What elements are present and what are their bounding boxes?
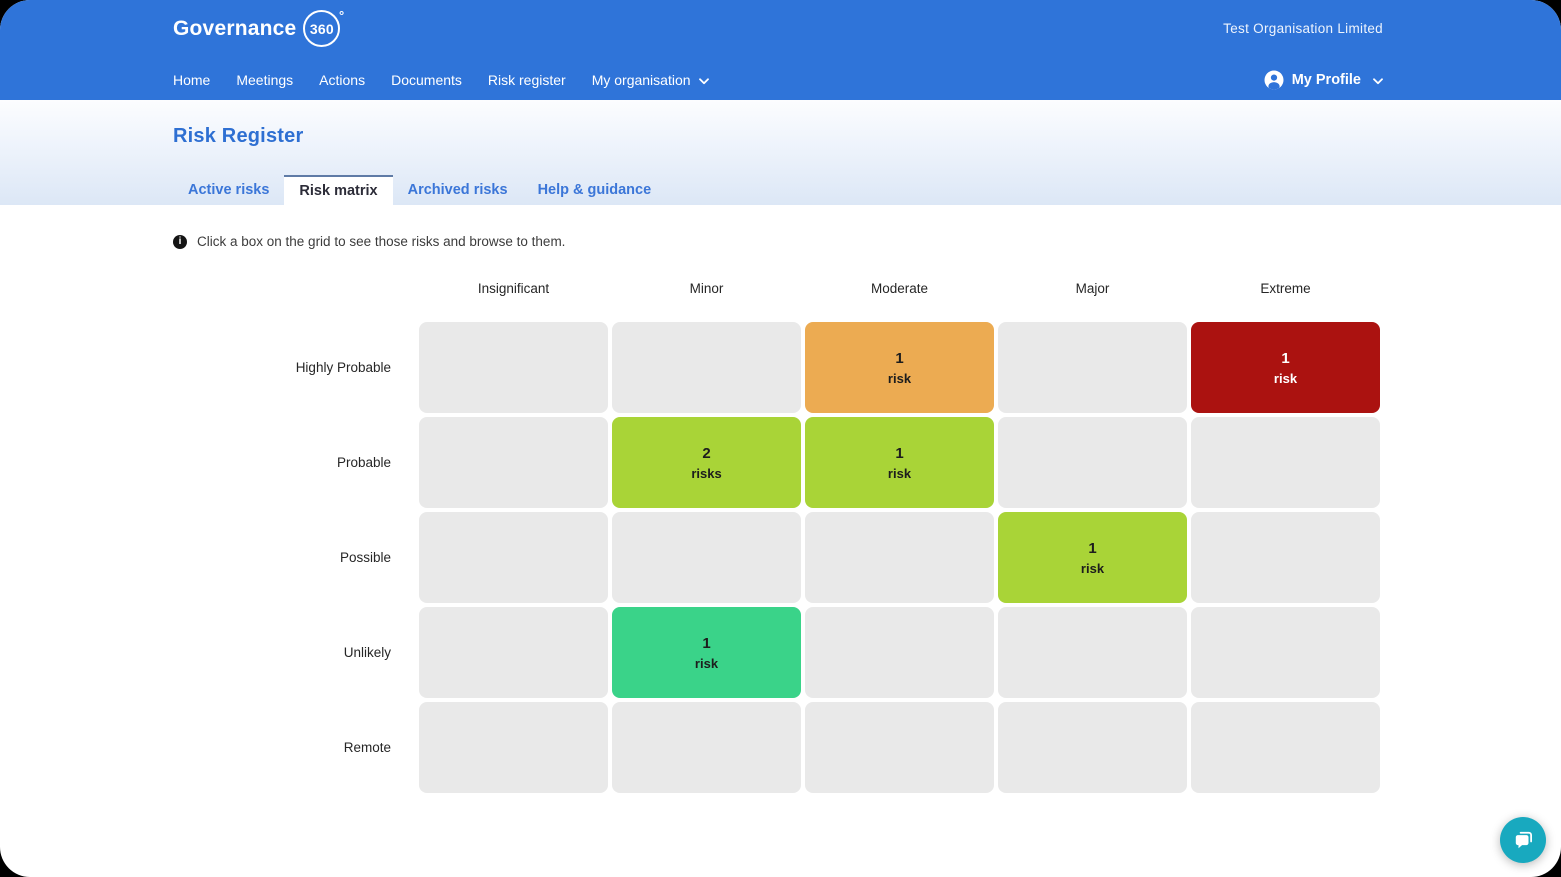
column-header-minor: Minor <box>689 281 724 296</box>
risk-count: 1 <box>1281 349 1290 367</box>
nav-item-label: My organisation <box>591 72 691 88</box>
matrix-cell-unlikely-minor[interactable]: 1 risk <box>612 607 801 698</box>
nav-item-risk-register[interactable]: Risk register <box>488 72 566 88</box>
column-header-major: Major <box>1075 281 1110 296</box>
risk-unit-label: risks <box>691 465 722 481</box>
matrix-cell-probable-major[interactable] <box>998 417 1187 508</box>
matrix-cell-unlikely-insignificant[interactable] <box>419 607 608 698</box>
row-label-highly-probable: Highly Probable <box>295 360 391 375</box>
column-header-moderate: Moderate <box>870 281 929 296</box>
tab-help-guidance[interactable]: Help & guidance <box>537 182 652 198</box>
risk-count: 2 <box>702 444 711 462</box>
nav-item-meetings[interactable]: Meetings <box>236 72 293 88</box>
risk-unit-label: risk <box>887 370 912 386</box>
risk-count: 1 <box>1088 539 1097 557</box>
row-label-unlikely: Unlikely <box>343 645 391 660</box>
matrix-cell-remote-insignificant[interactable] <box>419 702 608 793</box>
column-header-insignificant: Insignificant <box>477 281 550 296</box>
nav-item-label: Documents <box>391 72 462 88</box>
tab-active-risks[interactable]: Active risks <box>188 182 270 198</box>
brand-logo[interactable]: Governance 360 ° <box>173 8 344 47</box>
nav-item-label: Actions <box>319 72 366 88</box>
matrix-cell-highly-probable-major[interactable] <box>998 322 1187 413</box>
matrix-cell-highly-probable-extreme[interactable]: 1 risk <box>1191 322 1380 413</box>
risk-unit-label: risk <box>1273 370 1298 386</box>
matrix-cell-possible-moderate[interactable] <box>805 512 994 603</box>
matrix-grid: Highly Probable 1 risk 1 risk Probable 2 risks 1… <box>173 322 1561 793</box>
organisation-name: Test Organisation Limited <box>1223 21 1383 36</box>
risk-count: 1 <box>702 634 711 652</box>
tab-archived-risks[interactable]: Archived risks <box>407 182 508 198</box>
chevron-down-icon <box>698 77 709 85</box>
page-title: Risk Register <box>173 125 304 147</box>
risk-unit-label: risk <box>1080 560 1105 576</box>
matrix-cell-probable-extreme[interactable] <box>1191 417 1380 508</box>
matrix-cell-possible-insignificant[interactable] <box>419 512 608 603</box>
tab-bar: Active risks Risk matrix Archived risks Hel… <box>173 175 666 205</box>
main-nav: Home Meetings Actions Documents Risk registe… <box>173 72 709 88</box>
matrix-cell-unlikely-moderate[interactable] <box>805 607 994 698</box>
brand-name: Governance <box>173 16 297 40</box>
row-label-probable: Probable <box>336 455 391 470</box>
column-header-extreme: Extreme <box>1260 281 1311 296</box>
nav-item-home[interactable]: Home <box>173 72 210 88</box>
info-banner: i Click a box on the grid to see those r… <box>173 234 1561 249</box>
matrix-cell-possible-major[interactable]: 1 risk <box>998 512 1187 603</box>
matrix-cell-remote-minor[interactable] <box>612 702 801 793</box>
risk-count: 1 <box>895 444 904 462</box>
tab-risk-matrix[interactable]: Risk matrix <box>284 175 393 205</box>
row-label-remote: Remote <box>343 740 391 755</box>
matrix-cell-remote-moderate[interactable] <box>805 702 994 793</box>
risk-matrix: Insignificant Minor Moderate Major Extreme H… <box>173 281 1561 793</box>
risk-unit-label: risk <box>694 655 719 671</box>
top-bar: Governance 360 ° Test Organisation Limit… <box>0 0 1561 100</box>
nav-item-my-organisation[interactable]: My organisation <box>592 72 709 88</box>
degree-mark: ° <box>338 8 345 23</box>
matrix-cell-remote-major[interactable] <box>998 702 1187 793</box>
chat-widget-button[interactable] <box>1500 817 1546 863</box>
matrix-cell-highly-probable-moderate[interactable]: 1 risk <box>805 322 994 413</box>
matrix-cell-highly-probable-minor[interactable] <box>612 322 801 413</box>
chat-bubbles-icon <box>1511 828 1536 853</box>
profile-label: My Profile <box>1291 72 1361 88</box>
matrix-cell-possible-extreme[interactable] <box>1191 512 1380 603</box>
matrix-cell-unlikely-extreme[interactable] <box>1191 607 1380 698</box>
risk-unit-label: risk <box>887 465 912 481</box>
info-text: Click a box on the grid to see those ris… <box>197 234 566 249</box>
matrix-cell-probable-minor[interactable]: 2 risks <box>612 417 801 508</box>
nav-item-label: Meetings <box>236 72 294 88</box>
brand-360-badge: 360 ° <box>303 8 344 47</box>
nav-item-actions[interactable]: Actions <box>319 72 365 88</box>
info-icon: i <box>173 234 187 249</box>
matrix-corner-spacer <box>173 281 415 296</box>
page-header: Risk Register Active risks Risk matrix Arc… <box>0 100 1561 205</box>
nav-item-label: Risk register <box>487 72 566 88</box>
nav-item-documents[interactable]: Documents <box>391 72 462 88</box>
matrix-cell-remote-extreme[interactable] <box>1191 702 1380 793</box>
matrix-cell-probable-moderate[interactable]: 1 risk <box>805 417 994 508</box>
matrix-cell-unlikely-major[interactable] <box>998 607 1187 698</box>
matrix-column-headers: Insignificant Minor Moderate Major Extreme <box>173 281 1561 296</box>
nav-item-label: Home <box>173 72 211 88</box>
my-profile-menu[interactable]: My Profile <box>1264 70 1383 90</box>
row-label-possible: Possible <box>339 550 391 565</box>
matrix-cell-highly-probable-insignificant[interactable] <box>419 322 608 413</box>
main-content: i Click a box on the grid to see those r… <box>0 234 1561 793</box>
chevron-down-icon <box>1373 77 1383 85</box>
risk-count: 1 <box>895 349 904 367</box>
matrix-cell-probable-insignificant[interactable] <box>419 417 608 508</box>
profile-avatar-icon <box>1264 70 1284 90</box>
matrix-cell-possible-minor[interactable] <box>612 512 801 603</box>
